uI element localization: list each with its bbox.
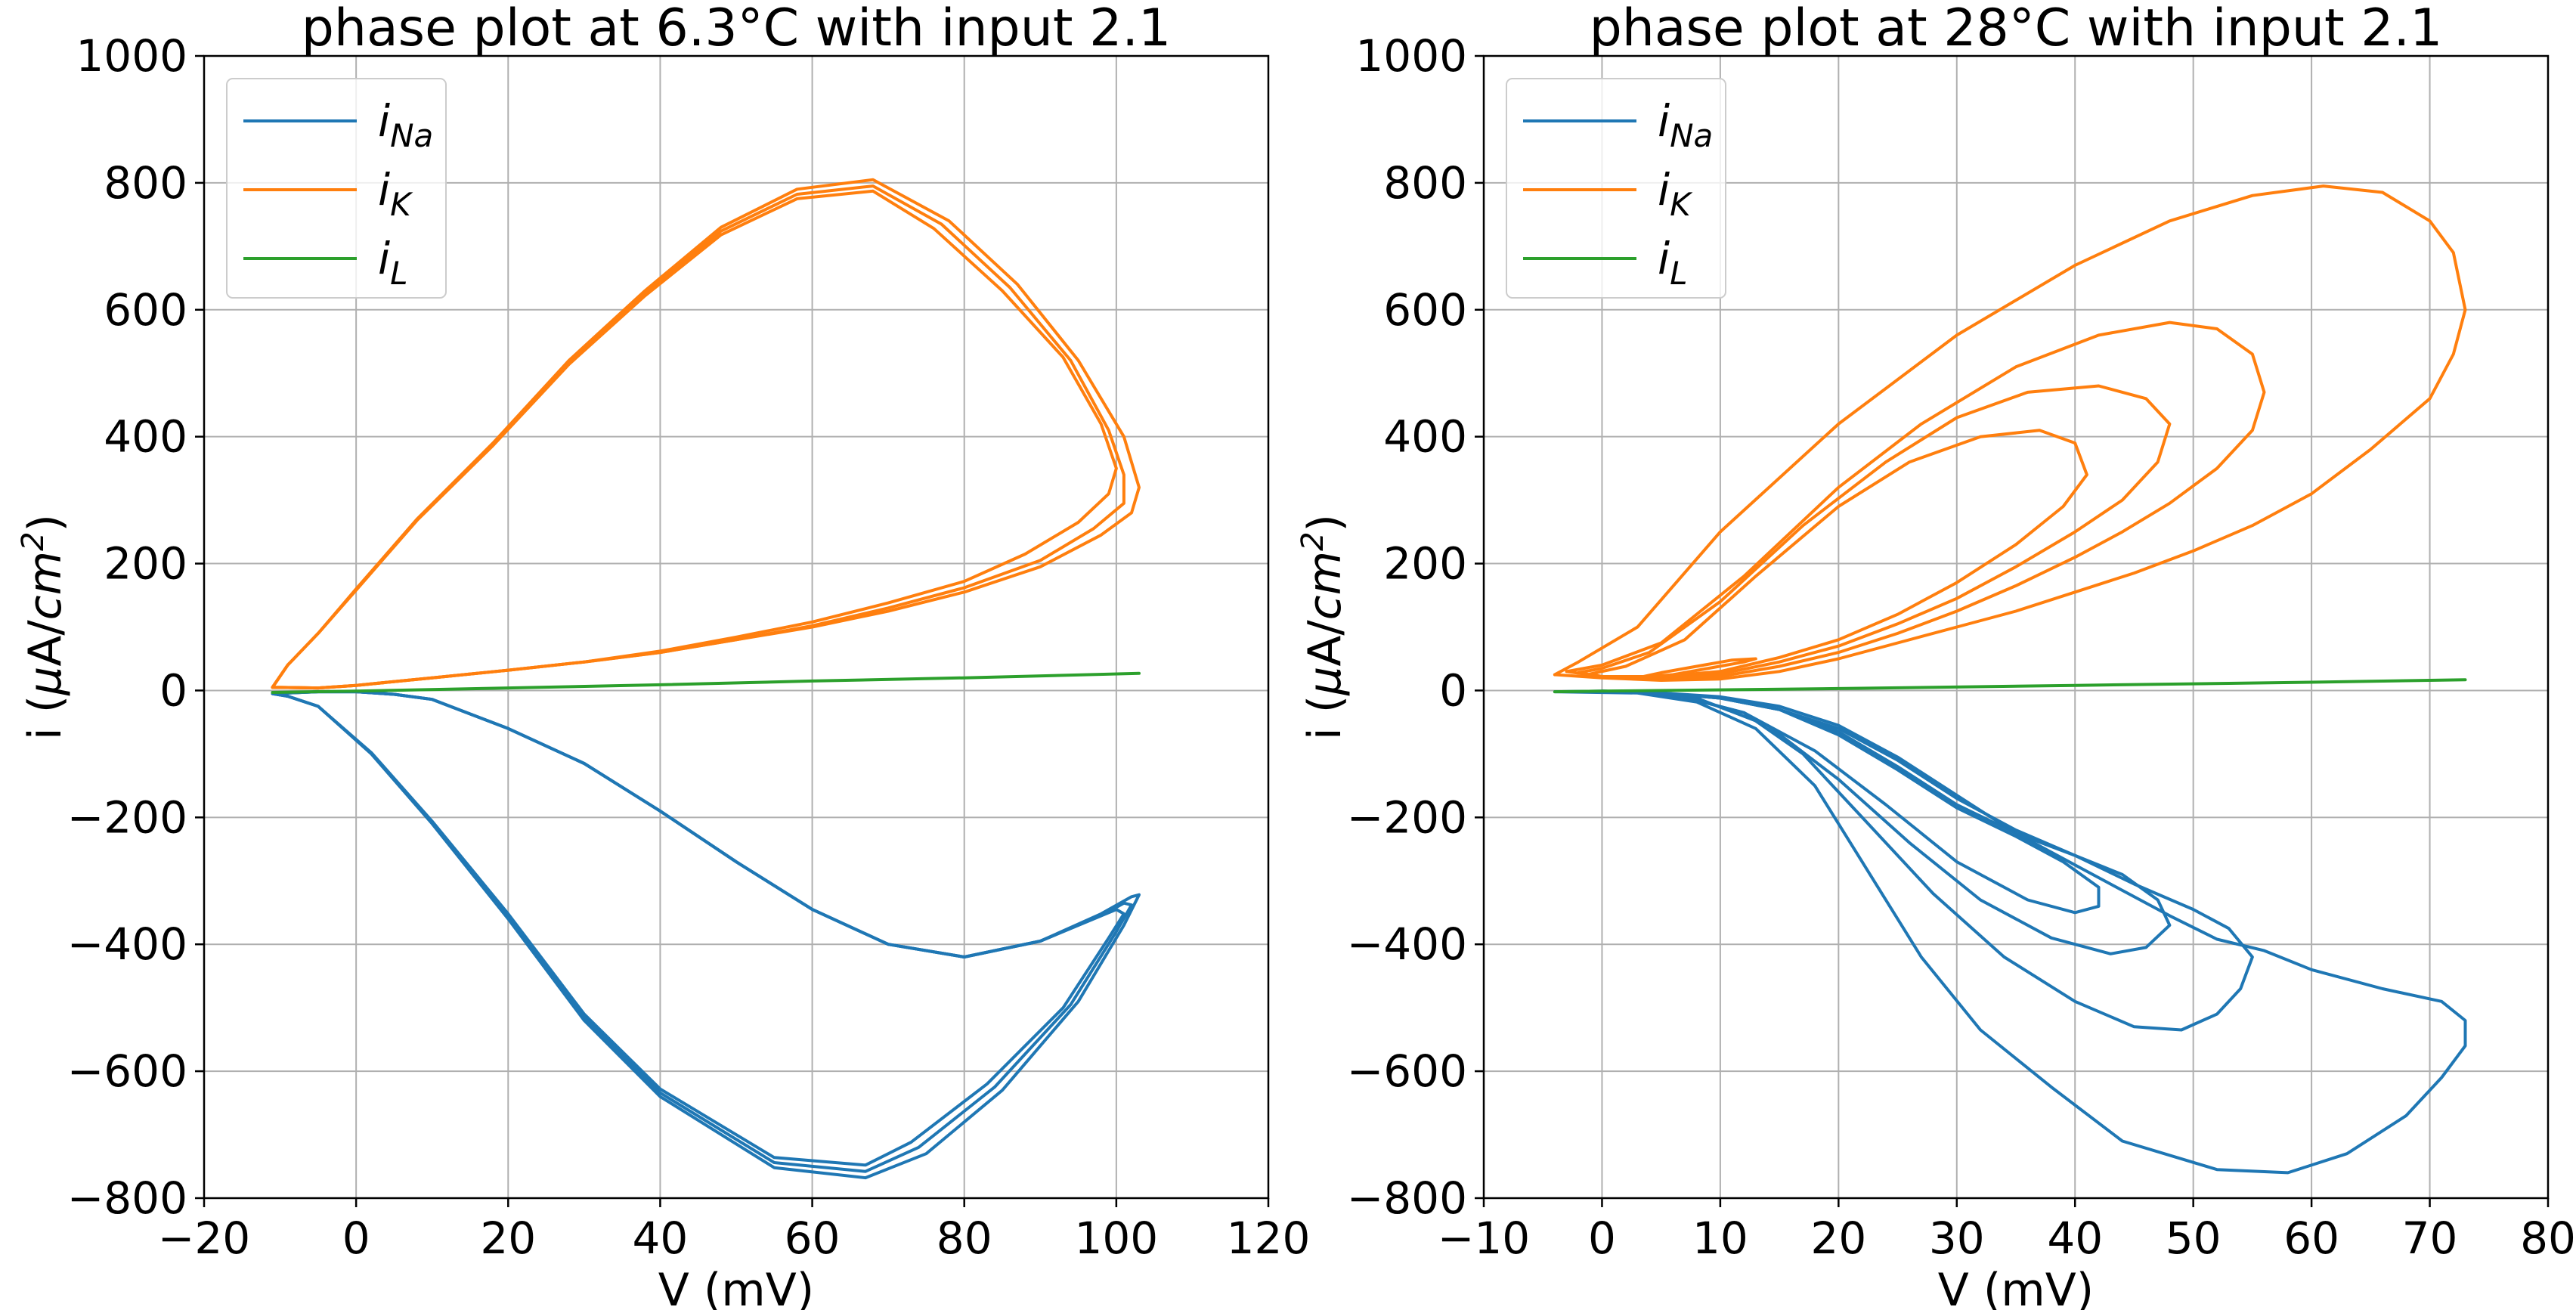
- x-tick-label: 0: [1588, 1212, 1616, 1264]
- x-tick-label: 70: [2402, 1212, 2458, 1264]
- legend-label-na: iNa: [378, 95, 433, 154]
- y-tick-label: 0: [159, 664, 187, 716]
- legend-label-main: i: [1658, 233, 1670, 284]
- axes-frame: [203, 54, 1270, 1200]
- y-axis-label: i (μA/cm2): [16, 514, 72, 740]
- y-axis-label-part: cm: [19, 551, 72, 620]
- legend-label-sub: K: [1670, 186, 1693, 223]
- y-tick-label: −600: [1347, 1045, 1467, 1097]
- y-tick-label: 1000: [1355, 30, 1467, 82]
- x-tick-label: −20: [158, 1212, 250, 1264]
- series-line-k: [1565, 321, 2266, 681]
- legend-label-k: iK: [1658, 164, 1693, 223]
- x-tick-label: 50: [2166, 1212, 2221, 1264]
- y-axis-label-part: A/: [1299, 620, 1351, 667]
- legend-label-l: iL: [378, 233, 408, 292]
- series-line-l: [1553, 678, 2467, 694]
- legend-label-main: i: [378, 233, 390, 284]
- x-tick-label: 20: [480, 1212, 536, 1264]
- y-tick-label: 400: [1383, 411, 1467, 463]
- legend-label-sub: K: [390, 186, 413, 223]
- x-tick-label: 30: [1929, 1212, 1985, 1264]
- legend-label-k: iK: [378, 164, 413, 223]
- y-tick-label: −400: [67, 918, 187, 970]
- y-tick-label: 200: [1383, 538, 1467, 590]
- series-line-k: [1553, 184, 2467, 682]
- chart-title: phase plot at 6.3°C with input 2.1: [302, 0, 1172, 58]
- y-axis-label-part: ): [1299, 514, 1351, 531]
- x-tick-label: 80: [2520, 1212, 2576, 1264]
- y-axis-label-part: A/: [19, 620, 72, 667]
- legend-label-l: iL: [1658, 233, 1688, 292]
- series-line-l: [271, 671, 1141, 694]
- x-tick-label: −10: [1438, 1212, 1530, 1264]
- legend-label-sub: L: [1670, 255, 1687, 292]
- y-tick-label: −800: [1347, 1172, 1467, 1224]
- y-axis-label: i (μA/cm2): [1296, 514, 1351, 740]
- y-axis-label-part: cm: [1299, 551, 1351, 620]
- chart-panel-1: −20 0 20 40 60 80 100 120−800−600−400−200020040…: [16, 0, 1310, 1310]
- y-tick-label: −600: [67, 1045, 187, 1097]
- series-line-na: [271, 690, 1133, 1173]
- y-tick-label: 600: [1383, 284, 1467, 336]
- legend-label-main: i: [378, 164, 390, 215]
- x-axis-label: V (mV): [1938, 1264, 2094, 1310]
- x-tick-label: 20: [1810, 1212, 1866, 1264]
- chart-panel-2: −10 0 10 20 30 40 50 60 70 80 −800 −600 −400 −200 0 200…: [1296, 0, 2576, 1310]
- legend-label-sub: Na: [390, 117, 433, 154]
- x-axis-label: V (mV): [658, 1264, 814, 1310]
- legend-label-main: i: [1658, 164, 1670, 215]
- legend-label-main: i: [1658, 95, 1670, 147]
- legend-label-main: i: [378, 95, 390, 147]
- y-axis-label-part: i (: [19, 695, 72, 740]
- x-tick-label: 100: [1074, 1212, 1158, 1264]
- series-line-k: [1588, 429, 2088, 678]
- axes-frame: [1482, 54, 2550, 1200]
- series-line-na: [1600, 689, 2254, 1032]
- chart-title: phase plot at 28°C with input 2.1: [1590, 0, 2443, 58]
- x-tick-label: 0: [342, 1212, 370, 1264]
- plot-area: [1553, 184, 2467, 1175]
- y-tick-label: −200: [1347, 791, 1467, 843]
- series-line-na: [271, 690, 1125, 1167]
- plot-area: [271, 178, 1141, 1180]
- legend-label-na: iNa: [1658, 95, 1713, 154]
- y-axis-label-part: μ: [19, 667, 72, 696]
- x-tick-label: 80: [937, 1212, 992, 1264]
- x-tick-label: 120: [1227, 1212, 1311, 1264]
- y-tick-label: 600: [104, 284, 187, 336]
- legend-label-sub: L: [390, 255, 407, 292]
- series-line-k: [1577, 384, 2172, 680]
- y-axis-label-part: μ: [1299, 667, 1351, 696]
- series-line-na: [1553, 689, 2467, 1175]
- y-tick-label: 200: [104, 538, 187, 590]
- x-tick-label: 60: [2283, 1212, 2339, 1264]
- y-axis-label-part: 2: [1296, 531, 1330, 550]
- y-tick-label: 1000: [76, 30, 187, 82]
- series-line-k: [271, 189, 1118, 690]
- x-tick-label: 60: [785, 1212, 841, 1264]
- x-tick-label: 40: [633, 1212, 689, 1264]
- legend-label-sub: Na: [1670, 117, 1713, 154]
- x-tick-label: 10: [1692, 1212, 1748, 1264]
- series-line-na: [271, 690, 1141, 1180]
- y-axis-label-part: 2: [16, 531, 51, 550]
- series-line-na: [1600, 689, 2172, 955]
- y-tick-label: −800: [67, 1172, 187, 1224]
- y-tick-label: −400: [1347, 918, 1467, 970]
- y-tick-label: 400: [104, 411, 187, 463]
- series-line-na: [1600, 689, 2101, 915]
- y-tick-label: 800: [1383, 157, 1467, 209]
- y-axis-label-part: i (: [1299, 695, 1351, 740]
- y-tick-label: 0: [1439, 664, 1467, 716]
- y-tick-label: −200: [67, 791, 187, 843]
- y-axis-label-part: ): [19, 514, 72, 531]
- x-tick-label: 40: [2047, 1212, 2103, 1264]
- y-tick-label: 800: [104, 157, 187, 209]
- series-line-k: [1636, 657, 1757, 680]
